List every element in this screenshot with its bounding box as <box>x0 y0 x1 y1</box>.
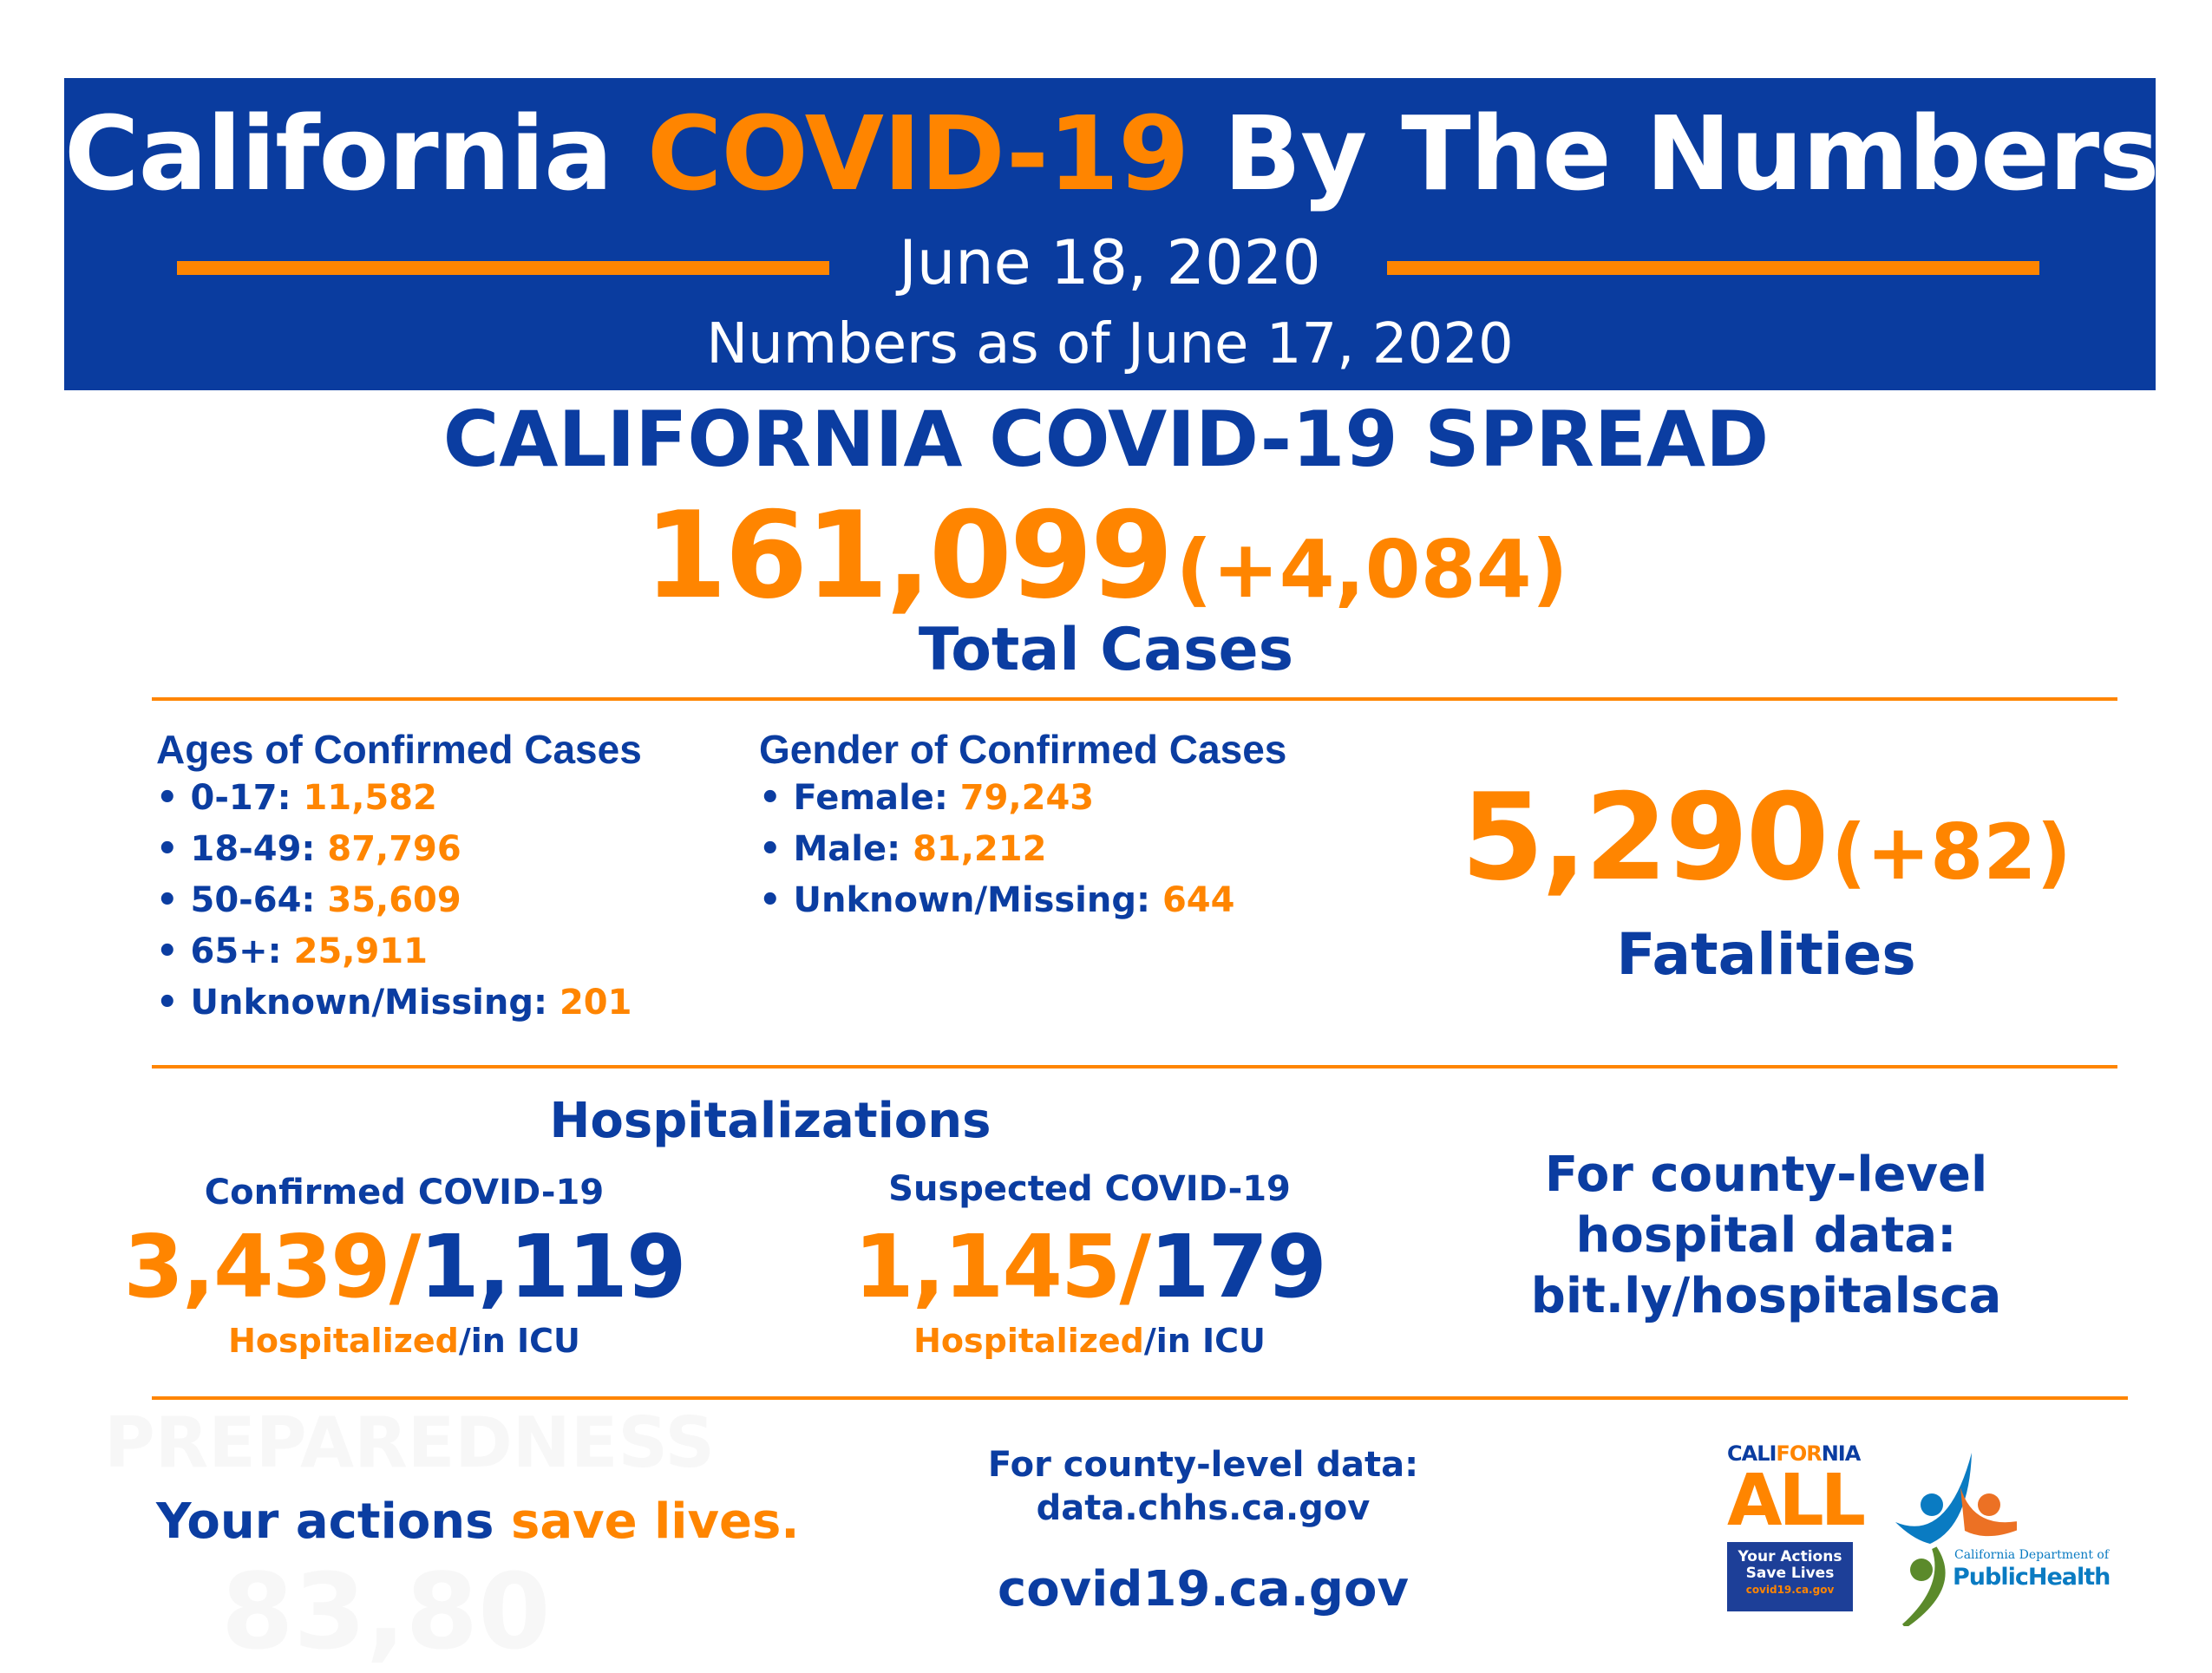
hospitalizations-heading: Hospitalizations <box>549 1093 991 1149</box>
county-data-link[interactable]: For county-level data: data.chhs.ca.gov <box>987 1445 1419 1528</box>
ages-heading: Ages of Confirmed Cases <box>156 727 642 772</box>
confirmed-numbers: 3,439/1,119 <box>123 1216 686 1317</box>
item-label: • 65+: <box>156 931 282 971</box>
cdph-figures-icon <box>1895 1453 2017 1626</box>
divider-left <box>177 261 829 275</box>
item-label: • Male: <box>759 828 901 869</box>
gender-item: • Unknown/Missing: 644 <box>759 875 1286 926</box>
ages-item: • Unknown/Missing: 201 <box>156 977 642 1029</box>
county-hospital-link[interactable]: For county-level hospital data: bit.ly/hos… <box>1530 1147 2002 1324</box>
ages-item: • 0-17: 11,582 <box>156 773 642 824</box>
gender-item: • Male: 81,212 <box>759 824 1286 875</box>
item-value: 11,582 <box>303 777 437 818</box>
item-label: • Unknown/Missing: <box>759 879 1150 920</box>
gender-heading: Gender of Confirmed Cases <box>759 727 1287 772</box>
item-label: • 18-49: <box>156 828 316 869</box>
ages-item: • 50-64: 35,609 <box>156 875 642 926</box>
total-cases: 161,099 (+4,084) <box>644 486 1568 625</box>
divider <box>152 1396 2128 1400</box>
divider-right <box>1387 261 2039 275</box>
fatalities-label: Fatalities <box>1616 921 1916 988</box>
item-value: 81,212 <box>913 828 1047 869</box>
suspected-label: Suspected COVID-19 <box>888 1169 1291 1209</box>
page-title: California COVID-19 By The Numbers <box>64 94 2160 213</box>
item-value: 35,609 <box>327 879 461 920</box>
item-label: • Female: <box>759 777 948 818</box>
suspected-sublabel: Hospitalized/in ICU <box>913 1322 1266 1360</box>
watermark-text: PREPAREDNESS <box>104 1402 715 1483</box>
spread-heading: CALIFORNIA COVID-19 SPREAD <box>442 395 1770 484</box>
slogan: Your actions save lives. <box>156 1493 800 1550</box>
site-link[interactable]: covid19.ca.gov <box>998 1561 1409 1617</box>
report-date: June 18, 2020 <box>899 227 1321 298</box>
confirmed-label: Confirmed COVID-19 <box>204 1173 605 1212</box>
header-banner: California COVID-19 By The Numbers June … <box>64 78 2160 390</box>
divider <box>152 1065 2117 1068</box>
item-value: 201 <box>559 982 632 1023</box>
gender-item: • Female: 79,243 <box>759 773 1286 824</box>
gender-section: Gender of Confirmed Cases • Female: 79,2… <box>759 727 1286 926</box>
item-value: 87,796 <box>327 828 461 869</box>
divider <box>152 697 2117 701</box>
item-value: 25,911 <box>293 931 428 971</box>
watermark-number: 83,80 <box>221 1552 551 1673</box>
ages-section: Ages of Confirmed Cases • 0-17: 11,582 • … <box>156 727 642 1029</box>
item-label: • 0-17: <box>156 777 291 818</box>
ages-item: • 18-49: 87,796 <box>156 824 642 875</box>
item-label: • Unknown/Missing: <box>156 982 547 1023</box>
fatalities-total: 5,290 (+82) <box>1461 768 2071 907</box>
item-label: • 50-64: <box>156 879 316 920</box>
california-for-all-logo: CALIFORNIA ALL Your Actions Save Lives co… <box>1727 1441 1866 1624</box>
item-value: 644 <box>1162 879 1235 920</box>
item-value: 79,243 <box>959 777 1095 818</box>
ages-item: • 65+: 25,911 <box>156 926 642 977</box>
cdph-logo: California Department of PublicHealth <box>1895 1444 2130 1626</box>
total-cases-label: Total Cases <box>918 616 1294 684</box>
as-of-date: Numbers as of June 17, 2020 <box>706 312 1514 376</box>
suspected-numbers: 1,145/179 <box>854 1216 1327 1317</box>
confirmed-sublabel: Hospitalized/in ICU <box>228 1322 580 1360</box>
